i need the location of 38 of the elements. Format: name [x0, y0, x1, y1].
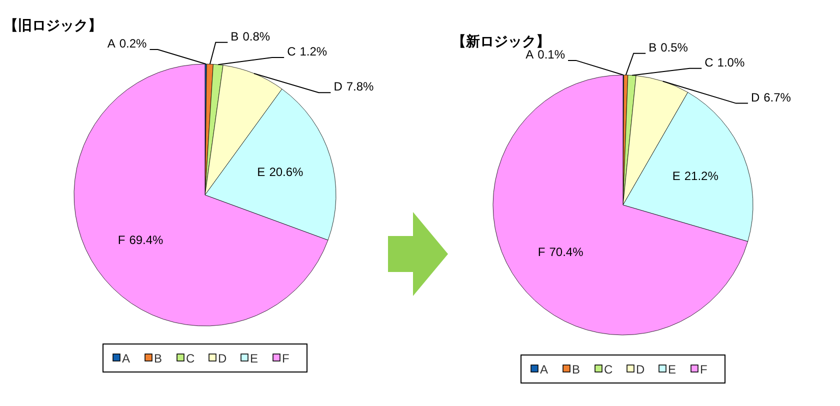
legend-label: B	[572, 362, 580, 376]
slice-label: A	[107, 36, 116, 50]
data-label: 1.0%	[717, 55, 745, 70]
data-label: 21.2%	[684, 168, 719, 183]
legend-label: F	[700, 362, 708, 376]
slice-label: F	[118, 232, 126, 247]
legend-label: C	[604, 362, 613, 376]
data-label: 6.7%	[764, 90, 792, 104]
data-label: 20.6%	[269, 165, 304, 180]
slice-label: D	[334, 80, 343, 94]
legend-label: D	[218, 352, 227, 366]
legend-label: C	[186, 352, 195, 366]
legend-label: D	[636, 362, 645, 376]
slice-label: C	[287, 44, 296, 58]
slice-label: C	[704, 55, 714, 70]
slice-label: F	[538, 244, 546, 259]
data-label: 7.8%	[346, 80, 374, 94]
data-label: 0.5%	[660, 40, 688, 54]
slice-label: B	[230, 29, 239, 44]
chart-title: 【旧ロジック】	[4, 17, 102, 33]
legend-label: F	[282, 352, 290, 366]
data-label: 70.4%	[549, 244, 584, 259]
chart-title: 【新ロジック】	[452, 33, 550, 49]
slice-label: D	[750, 90, 760, 104]
legend-label: E	[250, 352, 258, 366]
legend-label: A	[540, 362, 548, 376]
data-label: 69.4%	[129, 232, 164, 247]
data-label: 1.2%	[300, 44, 328, 58]
data-label: 0.1%	[538, 47, 566, 62]
data-label: 0.2%	[119, 36, 148, 50]
legend-label: A	[122, 352, 130, 366]
legend-label: E	[668, 362, 676, 376]
legend-label: B	[154, 352, 162, 366]
slice-label: E	[672, 168, 680, 183]
slice-label: A	[526, 47, 534, 62]
data-label: 0.8%	[242, 29, 270, 44]
slice-label: E	[257, 165, 266, 180]
slice-label: B	[648, 40, 657, 54]
